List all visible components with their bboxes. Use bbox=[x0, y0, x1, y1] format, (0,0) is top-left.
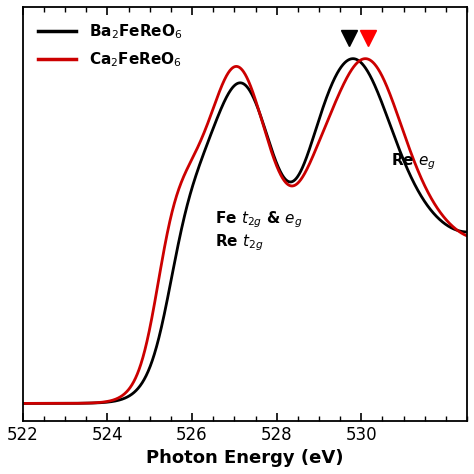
X-axis label: Photon Energy (eV): Photon Energy (eV) bbox=[146, 449, 344, 467]
Text: Fe $t_{2g}$ & $e_g$
Re $t_{2g}$: Fe $t_{2g}$ & $e_g$ Re $t_{2g}$ bbox=[215, 209, 303, 253]
Legend: Ba$_2$FeReO$_6$, Ca$_2$FeReO$_6$: Ba$_2$FeReO$_6$, Ca$_2$FeReO$_6$ bbox=[30, 15, 190, 76]
Text: Re $e_g$: Re $e_g$ bbox=[391, 152, 436, 173]
